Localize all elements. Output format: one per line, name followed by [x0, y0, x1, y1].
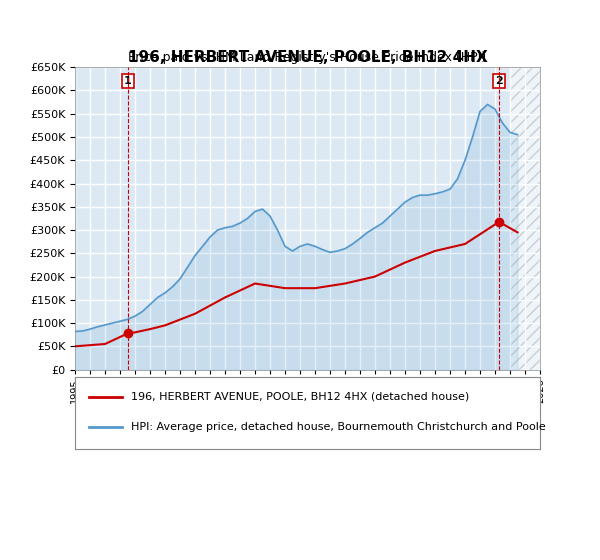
Text: 1: 1 [124, 76, 132, 86]
Text: HPI: Average price, detached house, Bournemouth Christchurch and Poole: HPI: Average price, detached house, Bour… [131, 422, 545, 432]
Text: Price paid vs. HM Land Registry's House Price Index (HPI): Price paid vs. HM Land Registry's House … [128, 51, 487, 64]
Text: 196, HERBERT AVENUE, POOLE, BH12 4HX (detached house): 196, HERBERT AVENUE, POOLE, BH12 4HX (de… [131, 392, 469, 402]
Title: 196, HERBERT AVENUE, POOLE, BH12 4HX: 196, HERBERT AVENUE, POOLE, BH12 4HX [128, 50, 487, 64]
Text: 2: 2 [495, 76, 503, 86]
